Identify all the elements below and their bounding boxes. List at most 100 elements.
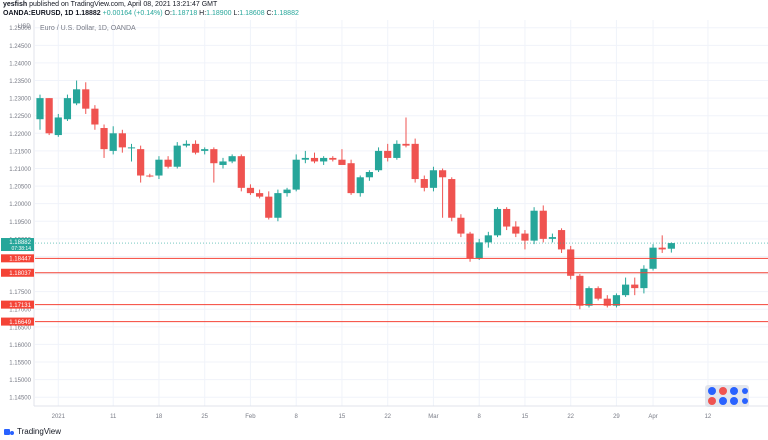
- candle-body: [374, 150, 383, 171]
- candle: [658, 235, 666, 253]
- candle-body: [274, 193, 282, 218]
- candle-body: [155, 159, 163, 176]
- reset-icon[interactable]: [708, 397, 716, 405]
- candle-body: [411, 143, 419, 180]
- candle-body: [622, 284, 630, 296]
- y-tick-label: 1.24000: [9, 61, 31, 67]
- candle: [374, 147, 383, 173]
- candle: [256, 189, 264, 199]
- candle: [649, 244, 657, 271]
- tradingview-logo-icon: [4, 428, 14, 436]
- zoom-in-icon[interactable]: [708, 387, 716, 395]
- candle-body: [475, 242, 483, 259]
- low-label: L:: [233, 10, 240, 17]
- candle: [82, 82, 90, 114]
- percent-scale-icon[interactable]: [742, 398, 748, 404]
- candle: [164, 156, 172, 169]
- candle: [237, 154, 245, 192]
- x-tick-label: 15: [522, 414, 529, 420]
- candle: [484, 231, 492, 248]
- candle-body: [384, 150, 392, 158]
- y-tick-label: 1.21500: [9, 149, 31, 155]
- candle: [448, 177, 456, 222]
- candle: [191, 140, 200, 155]
- footer-brand[interactable]: TradingView: [4, 427, 61, 436]
- candle-body: [292, 159, 300, 190]
- scroll-left-icon[interactable]: [730, 387, 738, 395]
- x-tick-label: 11: [110, 414, 117, 420]
- candle: [631, 277, 639, 296]
- candle-body: [301, 157, 309, 160]
- zoom-out-icon[interactable]: [719, 387, 727, 395]
- publish-info: yesfish published on TradingView.com, Ap…: [3, 1, 217, 8]
- candle: [63, 94, 72, 121]
- chart-controls[interactable]: [705, 385, 749, 407]
- candle-body: [237, 156, 245, 188]
- candle: [320, 156, 328, 165]
- chart-background: [0, 20, 768, 425]
- level-tag: [1, 254, 34, 263]
- candle: [503, 207, 511, 231]
- ohlc-legend: OANDA:EURUSD, 1D 1.18882 +0.00164 (+0.14…: [3, 10, 299, 17]
- candle: [594, 286, 602, 301]
- candle-body: [45, 98, 53, 134]
- x-tick-label: 8: [295, 414, 299, 420]
- y-tick-label: 1.15000: [9, 378, 31, 384]
- candle: [411, 138, 419, 183]
- candle-body: [658, 247, 666, 250]
- candle: [338, 149, 346, 165]
- candle: [612, 293, 621, 308]
- price-axis[interactable]: 1.25000 1.24500 1.24000 1.23500 1.23000 1.225…: [9, 26, 31, 401]
- last-close-value: 1.18882: [75, 10, 101, 17]
- time-axis[interactable]: 2021 11 18 25 Feb 8 15 22 Mar 8 15 22 29 Apr 12: [52, 414, 712, 420]
- candle-body: [63, 98, 72, 120]
- candle-body: [146, 175, 154, 177]
- candle-body: [603, 298, 611, 306]
- candle: [54, 113, 62, 137]
- candle-body: [402, 143, 410, 146]
- candlestick-chart[interactable]: 1.25000 1.24500 1.24000 1.23500 1.23000 1.225…: [0, 20, 768, 425]
- x-tick-label: 8: [478, 414, 482, 420]
- candle-body: [503, 208, 511, 227]
- candle: [219, 157, 227, 169]
- candle: [182, 140, 190, 148]
- candle: [109, 126, 117, 155]
- candle-body: [631, 284, 639, 289]
- candle: [557, 228, 566, 253]
- y-tick-label: 1.22000: [9, 132, 31, 138]
- candle: [365, 170, 373, 181]
- y-tick-label: 1.23500: [9, 79, 31, 85]
- candle: [457, 214, 465, 238]
- x-tick-label: 2021: [52, 414, 66, 420]
- candle-body: [54, 117, 62, 136]
- chart-title: Euro / U.S. Dollar, 1D, OANDA: [40, 25, 136, 32]
- x-tick-label: 25: [201, 414, 208, 420]
- countdown-label: 07:38:14: [12, 246, 32, 252]
- horizontal-levels[interactable]: [35, 242, 768, 323]
- candle-body: [109, 133, 117, 151]
- y-tick-label: 1.20500: [9, 185, 31, 191]
- candle: [667, 242, 675, 253]
- candle-body: [521, 233, 529, 241]
- last-price-tag: [1, 238, 34, 252]
- log-scale-icon[interactable]: [730, 397, 738, 405]
- candle: [274, 189, 282, 222]
- candle: [475, 238, 483, 260]
- high-value: 1.18900: [206, 10, 232, 17]
- auto-scale-icon[interactable]: [719, 397, 727, 405]
- candle-body: [210, 149, 218, 164]
- candle-body: [457, 217, 465, 234]
- candle: [91, 105, 99, 130]
- candle-body: [512, 226, 520, 234]
- close-value: 1.18882: [273, 10, 299, 17]
- x-tick-label: Feb: [245, 414, 256, 420]
- candle-body: [585, 288, 593, 306]
- x-tick-label: 22: [384, 414, 391, 420]
- chart-frame[interactable]: 1.25000 1.24500 1.24000 1.23500 1.23000 1.225…: [0, 20, 768, 425]
- scroll-right-icon[interactable]: [742, 388, 748, 394]
- candle: [521, 230, 529, 250]
- candle-body: [539, 210, 547, 239]
- candle-body: [439, 170, 447, 178]
- candle-body: [567, 249, 575, 276]
- y-tick-label: 1.16000: [9, 343, 31, 349]
